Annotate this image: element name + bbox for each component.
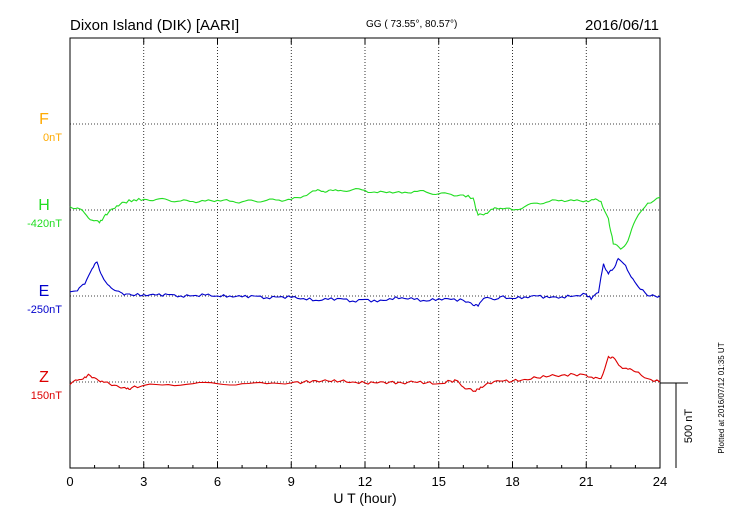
series-label-f: F [39, 111, 49, 128]
series-line-e [69, 257, 661, 308]
x-tick-label: 12 [358, 474, 372, 489]
baseline-label-e: -250nT [27, 304, 62, 316]
baseline-label-f: 0nT [43, 132, 62, 144]
x-axis-ticks: 0 3 6 9 12 15 18 21 24 [66, 38, 667, 489]
plot-frame [69, 37, 661, 469]
station-title: Dixon Island (DIK) [AARI] [70, 17, 239, 34]
x-tick-label: 6 [214, 474, 221, 489]
series-label-h: H [38, 197, 50, 214]
component-labels: F 0nT H -420nT E -250nT Z 150nT [27, 111, 62, 402]
x-tick-label: 0 [66, 474, 73, 489]
x-tick-label: 15 [432, 474, 446, 489]
x-tick-label: 18 [505, 474, 519, 489]
scale-bar-label: 500 nT [683, 409, 695, 444]
plot-area: 0 3 6 9 12 15 18 21 24 [66, 37, 667, 489]
x-tick-label: 9 [288, 474, 295, 489]
grid [70, 38, 660, 468]
baseline-label-z: 150nT [31, 390, 62, 402]
series-label-e: E [39, 283, 50, 300]
x-tick-label: 21 [579, 474, 593, 489]
x-tick-label: 24 [653, 474, 667, 489]
series-line-z [69, 355, 661, 393]
baseline-label-h: -420nT [27, 218, 62, 230]
series-label-z: Z [39, 369, 49, 386]
date-label: 2016/06/11 [585, 17, 659, 34]
coordinates-label: GG ( 73.55°, 80.57°) [366, 19, 457, 30]
series-lines [69, 188, 661, 393]
scale-bar: 500 nT [660, 382, 695, 468]
x-tick-label: 3 [140, 474, 147, 489]
series-line-h [69, 188, 661, 250]
x-axis-label: U T (hour) [333, 490, 396, 506]
plotted-at-note: Plotted at 2016/07/12 01:35 UT [717, 342, 726, 453]
